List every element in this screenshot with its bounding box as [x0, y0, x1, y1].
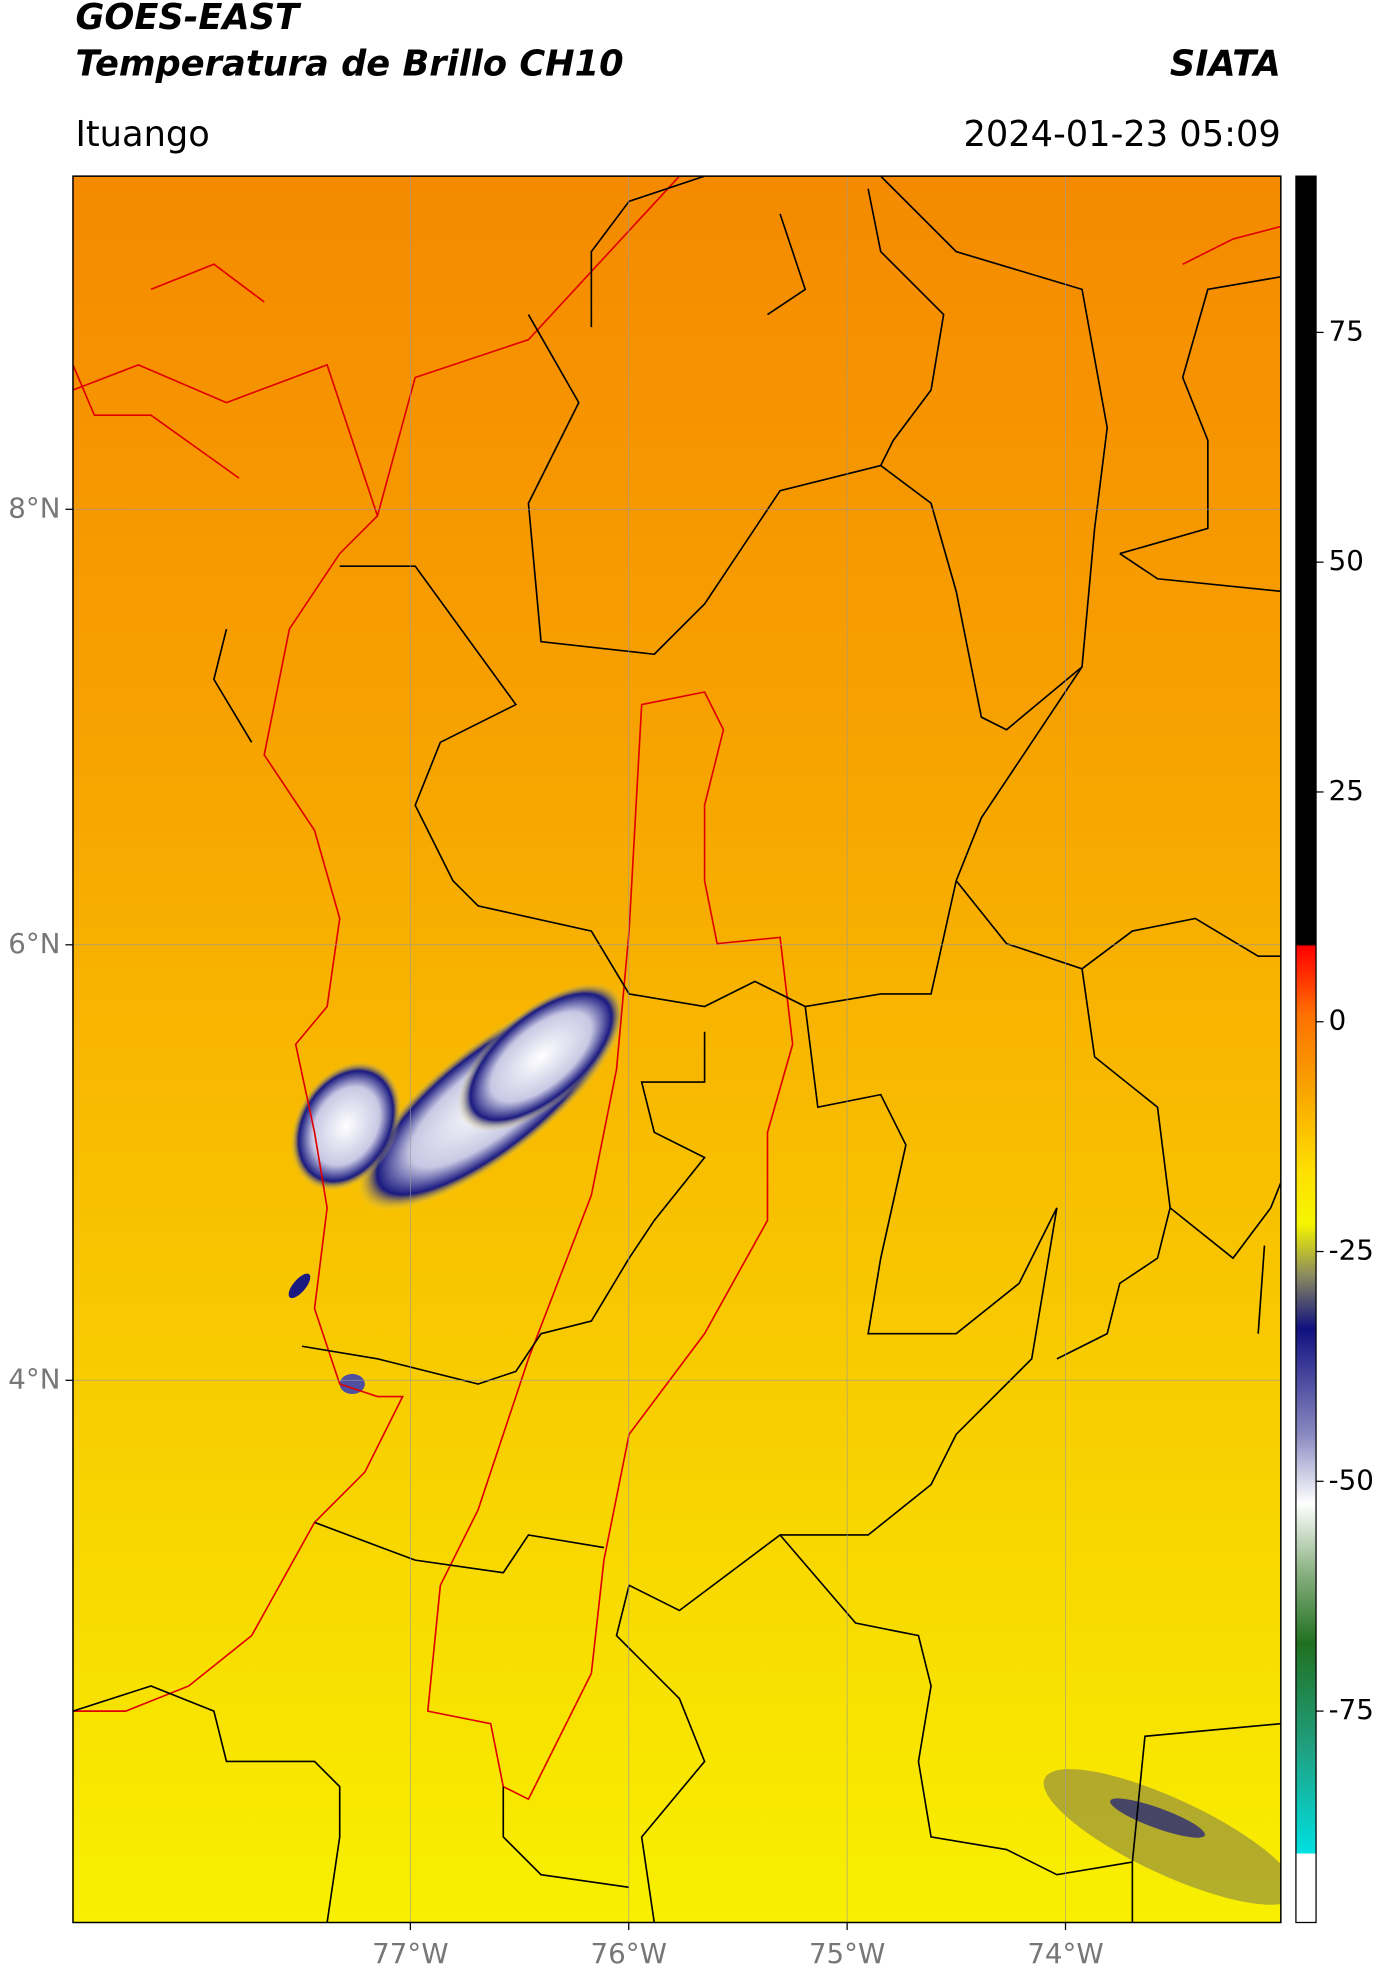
map-frame — [72, 175, 1282, 1924]
cloud — [458, 982, 625, 1132]
colorbar-tick-label: 25 — [1329, 774, 1364, 807]
map-background — [72, 176, 1281, 1923]
x-tick-label: 76°W — [591, 1937, 667, 1970]
x-tick-label: 74°W — [1027, 1937, 1103, 1970]
colorbar-tick-label: -50 — [1329, 1463, 1374, 1496]
timestamp: 2024-01-23 05:09 — [963, 114, 1280, 155]
colorbar-tick-label: -25 — [1329, 1234, 1374, 1267]
colorbar-tick-label: 75 — [1329, 314, 1364, 347]
cloud — [339, 1373, 365, 1395]
colorbar-tick-label: 0 — [1329, 1004, 1347, 1037]
y-tick-label: 4°N — [8, 1362, 60, 1395]
y-tick-label: 8°N — [8, 491, 60, 524]
y-tick-label: 6°N — [8, 927, 60, 960]
map-area — [72, 176, 1281, 1923]
x-tick-label: 77°W — [372, 1937, 448, 1970]
cloud — [288, 1273, 311, 1299]
location: Ituango — [75, 114, 209, 155]
x-tick-label: 75°W — [809, 1937, 885, 1970]
colorbar-tick-label: -75 — [1329, 1693, 1374, 1726]
cloud — [1043, 1769, 1281, 1905]
source: SIATA — [1170, 43, 1281, 84]
colorbar-tick-label: 50 — [1329, 544, 1364, 577]
subtitle: Temperatura de Brillo CH10 — [75, 43, 623, 84]
cloud — [1110, 1798, 1205, 1838]
graticule — [72, 176, 1281, 1923]
title: GOES-EAST — [75, 0, 302, 38]
colorbar — [1295, 175, 1317, 1924]
